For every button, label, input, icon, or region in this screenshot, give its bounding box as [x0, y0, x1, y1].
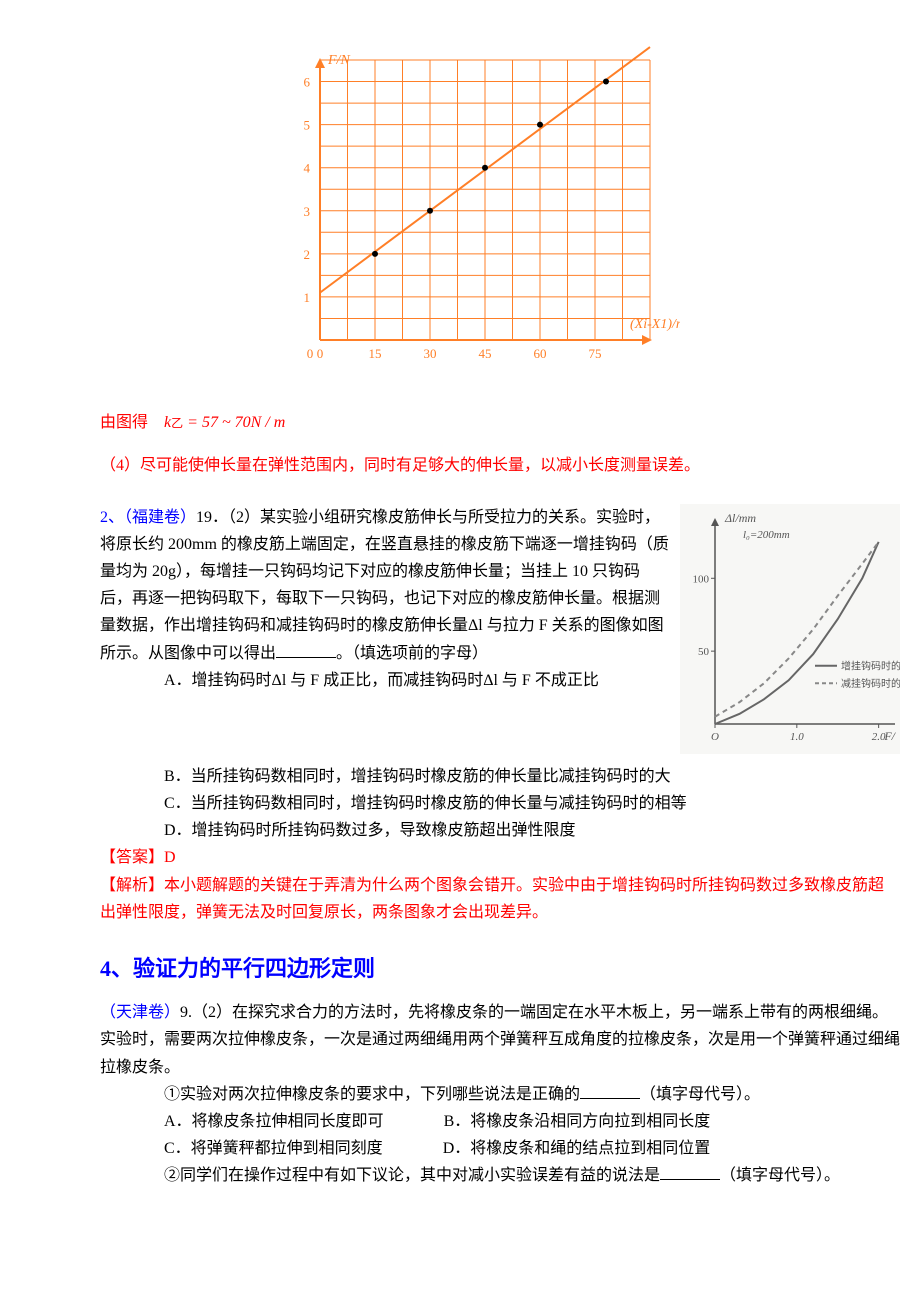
answer-label: 【答案】	[100, 849, 164, 866]
question-2-block: 2、（福建卷）19．（2）某实验小组研究橡皮筋伸长与所受拉力的关系。实验时，将原…	[100, 504, 900, 926]
q2-lead: 2、	[100, 509, 124, 526]
graph2-svg: Δl/mml₀=200mmF/O1.02.050100增挂钩码时的减挂钩码时的	[680, 504, 900, 754]
svg-text:5: 5	[304, 118, 311, 133]
q3-sub2: ②同学们在操作过程中有如下议论，其中对减小实验误差有益的说法是	[164, 1167, 660, 1184]
svg-text:(Xi-X1)/mm: (Xi-X1)/mm	[630, 317, 680, 332]
svg-text:3: 3	[304, 204, 311, 219]
analysis-body: 本小题解题的关键在于弄清为什么两个图象会错开。实验中由于增挂钩码时所挂钩码数过多…	[100, 877, 884, 921]
svg-text:增挂钩码时的: 增挂钩码时的	[841, 659, 900, 672]
svg-text:2.0: 2.0	[872, 731, 886, 743]
q2-body1: 某实验小组研究橡皮筋伸长与所受拉力的关系。实验时，将原长约 200mm 的橡皮筋…	[100, 509, 669, 662]
q2-source: （福建卷）	[124, 509, 196, 526]
q3-blank1	[580, 1082, 640, 1099]
svg-text:45: 45	[479, 346, 492, 361]
q3-opt-b: B．将橡皮条沿相同方向拉到相同长度	[444, 1108, 711, 1135]
question-3-block: （天津卷）9.（2）在探究求合力的方法时，先将橡皮条的一端固定在水平木板上，另一…	[100, 999, 900, 1189]
q2-opt-a: A．增挂钩码时Δl 与 F 成正比，而减挂钩码时Δl 与 F 不成正比	[100, 667, 670, 694]
q2-opt-b: B．当所挂钩码数相同时，增挂钩码时橡皮筋的伸长量比减挂钩码时的大	[100, 763, 900, 790]
q3-opt-a: A．将橡皮条拉伸相同长度即可	[164, 1108, 384, 1135]
analysis-label: 【解析】	[100, 877, 164, 894]
chart1-svg: F/N(Xi-X1)/mm015304560750123456	[280, 40, 680, 380]
svg-text:6: 6	[304, 75, 311, 90]
result-expr: = 57 ~ 70N / m	[183, 414, 285, 431]
svg-text:1.0: 1.0	[790, 731, 804, 743]
svg-text:l₀=200mm: l₀=200mm	[743, 529, 790, 541]
svg-text:60: 60	[534, 346, 547, 361]
q2-opt-c: C．当所挂钩码数相同时，增挂钩码时橡皮筋的伸长量与减挂钩码时的相等	[100, 790, 900, 817]
svg-text:30: 30	[424, 346, 437, 361]
q2-number: 19．（2）	[196, 509, 260, 526]
svg-text:2: 2	[304, 247, 311, 262]
q3-opt-d: D．将橡皮条和绳的结点拉到相同位置	[443, 1135, 711, 1162]
svg-text:75: 75	[589, 346, 602, 361]
svg-text:0: 0	[317, 346, 324, 361]
chart-result: 由图得 k乙 = 57 ~ 70N / m	[100, 409, 900, 436]
q3-sub1: ①实验对两次拉伸橡皮条的要求中，下列哪些说法是正确的	[164, 1086, 580, 1103]
svg-text:15: 15	[369, 346, 382, 361]
q2-opt-d: D．增挂钩码时所挂钩码数过多，导致橡皮筋超出弹性限度	[100, 817, 900, 844]
q3-opt-c: C．将弹簧秤都拉伸到相同刻度	[164, 1135, 383, 1162]
q2-body1-tail: 。（填选项前的字母）	[336, 645, 488, 662]
svg-text:减挂钩码时的: 减挂钩码时的	[841, 677, 900, 690]
section-4-title: 4、验证力的平行四边形定则	[100, 950, 900, 987]
svg-text:0: 0	[307, 346, 314, 361]
q3-number: 9.（2）	[180, 1004, 232, 1021]
q3-source: （天津卷）	[100, 1004, 180, 1021]
result-prefix: 由图得	[100, 414, 148, 431]
svg-text:100: 100	[693, 573, 710, 585]
question-2-text: 2、（福建卷）19．（2）某实验小组研究橡皮筋伸长与所受拉力的关系。实验时，将原…	[100, 504, 670, 694]
svg-text:4: 4	[304, 161, 311, 176]
elongation-graph: Δl/mml₀=200mmF/O1.02.050100增挂钩码时的减挂钩码时的	[680, 504, 900, 763]
svg-text:50: 50	[698, 646, 710, 658]
svg-text:Δl/mm: Δl/mm	[724, 511, 756, 525]
svg-text:F/N: F/N	[327, 53, 350, 68]
force-elongation-chart: F/N(Xi-X1)/mm015304560750123456	[280, 40, 900, 389]
q3-blank2	[660, 1163, 720, 1180]
q2-blank	[276, 641, 336, 658]
q3-sub1-tail: （填字母代号）。	[640, 1086, 760, 1103]
answer-value: D	[164, 849, 176, 866]
svg-text:O: O	[711, 731, 719, 743]
note-4: （4）尽可能使伸长量在弹性范围内，同时有足够大的伸长量，以减小长度测量误差。	[100, 452, 900, 479]
result-sub: 乙	[171, 416, 183, 430]
q3-sub2-tail: （填字母代号）。	[720, 1167, 840, 1184]
svg-text:1: 1	[304, 290, 311, 305]
